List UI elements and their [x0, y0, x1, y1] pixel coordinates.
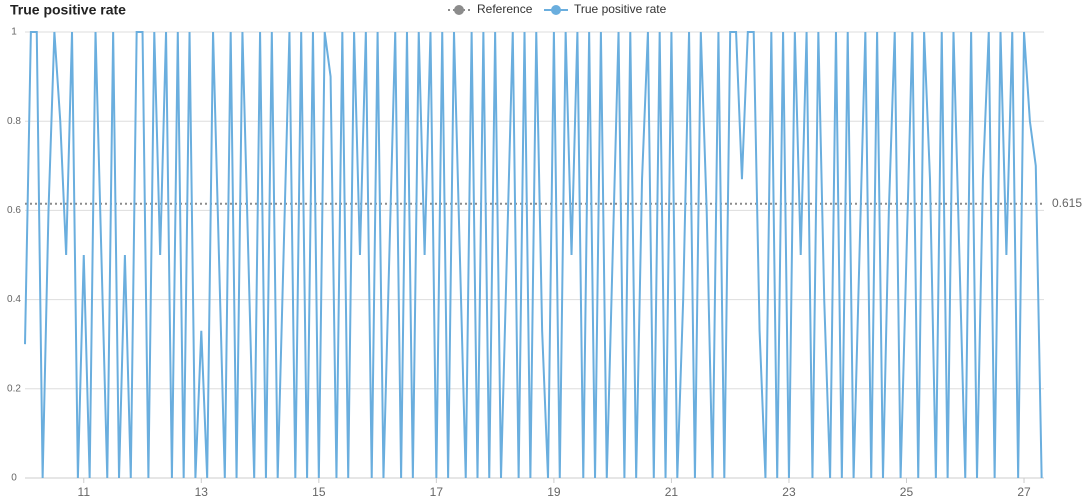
reference-label: 0.615: [1052, 196, 1082, 210]
y-tick-label: 0: [11, 473, 17, 484]
x-tick-label: 25: [900, 485, 914, 499]
x-tick-label: 21: [665, 485, 679, 499]
y-tick-label: 1: [11, 27, 17, 38]
legend: Reference True positive rate: [448, 2, 667, 16]
x-tick-label: 11: [78, 485, 91, 499]
series-line: [24, 31, 1043, 479]
legend-swatch: [454, 5, 464, 15]
legend-label[interactable]: Reference: [477, 2, 533, 16]
legend-swatch: [551, 5, 561, 15]
x-tick-label: 17: [430, 485, 444, 499]
legend-label[interactable]: True positive rate: [574, 2, 667, 16]
x-tick-label: 13: [195, 485, 209, 499]
y-tick-label: 0.2: [7, 383, 21, 394]
x-tick-label: 27: [1017, 485, 1031, 499]
x-tick-label: 23: [782, 485, 796, 499]
x-tick-label: 15: [312, 485, 326, 499]
y-tick-label: 0.4: [7, 294, 21, 305]
y-tick-label: 0.8: [7, 116, 21, 127]
chart-title: True positive rate: [10, 2, 126, 18]
x-tick-label: 19: [547, 485, 561, 499]
y-tick-label: 0.6: [7, 205, 21, 216]
